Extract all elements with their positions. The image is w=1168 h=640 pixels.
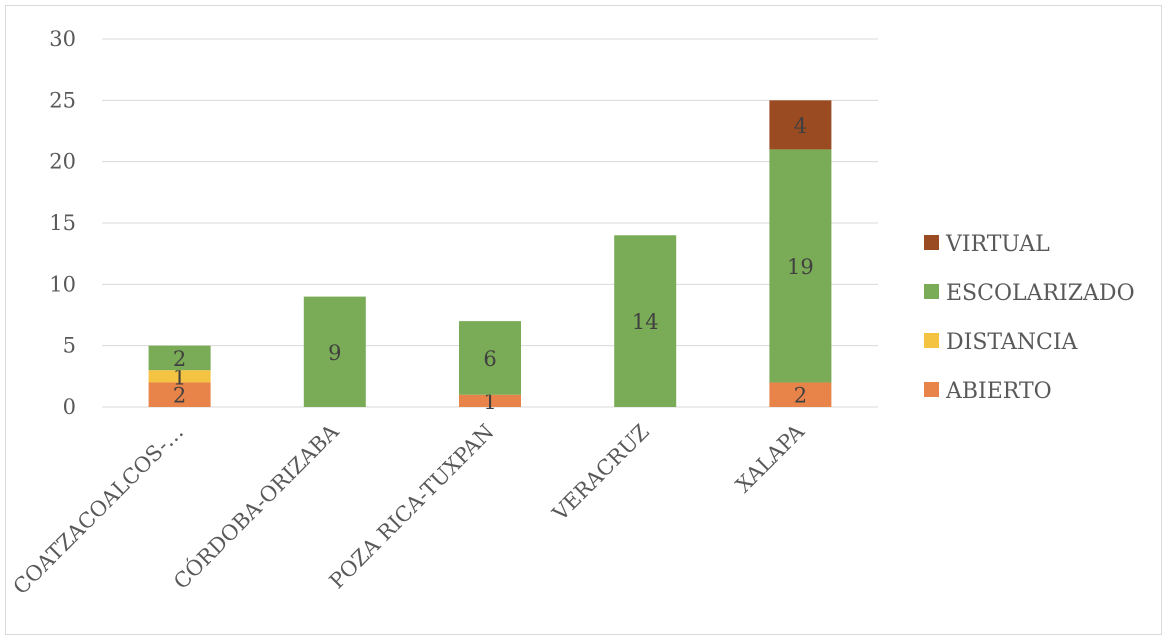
bar-segment-escolarizado	[769, 149, 832, 383]
legend-swatch	[924, 382, 939, 397]
data-label: 9	[328, 341, 341, 365]
bar-segment-escolarizado	[459, 321, 521, 395]
y-tick-label: 0	[63, 395, 76, 419]
bar-segment-escolarizado	[303, 296, 366, 407]
y-tick-label: 15	[49, 211, 76, 235]
data-label: 14	[632, 310, 659, 334]
data-label: 1	[483, 390, 496, 414]
bar-segment-virtual	[769, 100, 832, 150]
bar-segment-abierto	[769, 382, 832, 407]
x-category-label: COATZACOALCOS-…	[9, 420, 189, 600]
legend-swatch	[924, 284, 939, 299]
legend-label: ABIERTO	[945, 379, 1052, 404]
legend: VIRTUAL ESCOLARIZADO DISTANCIA ABIERTO	[924, 232, 1135, 404]
y-tick-label: 20	[49, 150, 76, 174]
y-tick-label: 30	[49, 27, 76, 51]
bar-segment-abierto	[148, 382, 211, 407]
x-category-label: CÓRDOBA-ORIZABA	[168, 418, 344, 594]
data-label: 2	[794, 384, 807, 408]
bar-segment-escolarizado	[148, 345, 211, 371]
data-label: 4	[794, 114, 807, 138]
y-tick-label: 5	[63, 334, 76, 358]
x-category-label: XALAPA	[731, 419, 809, 497]
legend-label: VIRTUAL	[945, 232, 1050, 257]
legend-label: ESCOLARIZADO	[946, 281, 1135, 306]
data-label: 6	[483, 347, 496, 371]
y-tick-label: 10	[49, 272, 76, 296]
chart-frame	[5, 5, 1162, 635]
legend-label: DISTANCIA	[946, 330, 1079, 355]
data-label: 2	[173, 347, 186, 371]
gridlines	[102, 38, 878, 408]
bar-segment-escolarizado	[614, 235, 677, 407]
y-tick-label: 25	[49, 88, 76, 112]
y-axis-ticks: 0 5 10 15 20 25 30	[49, 27, 76, 419]
data-label: 19	[787, 255, 814, 279]
legend-swatch	[924, 235, 939, 250]
legend-swatch	[924, 333, 939, 348]
data-label: 2	[173, 384, 186, 408]
x-category-label: VERACRUZ	[547, 420, 654, 527]
bar-segment-distancia	[148, 370, 211, 383]
data-label: 1	[173, 365, 186, 389]
bar-segment-abierto	[459, 394, 521, 407]
x-category-label: POZA RICA-TUXPAN	[325, 420, 499, 594]
